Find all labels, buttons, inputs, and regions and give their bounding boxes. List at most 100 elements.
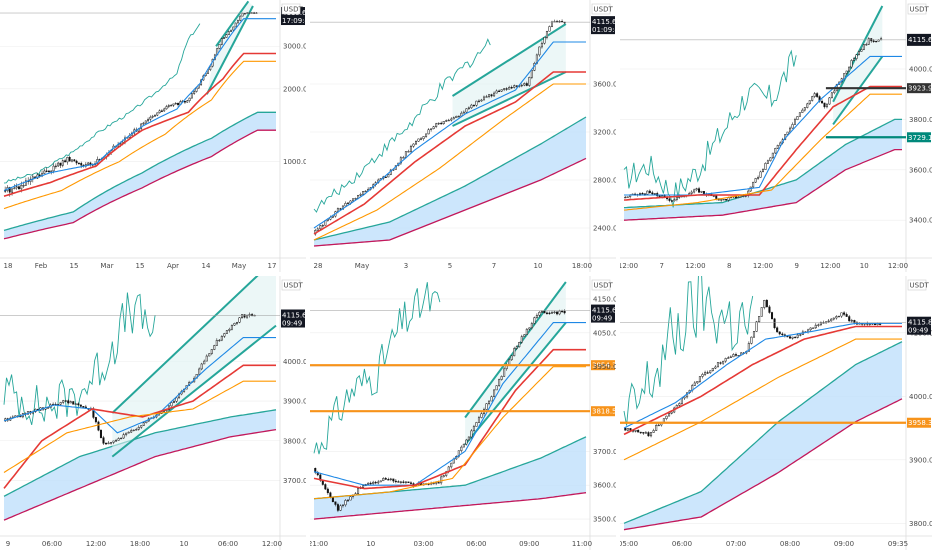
time-tick-label: 06:00 <box>218 540 238 548</box>
candle-body <box>550 312 554 314</box>
channel-fill <box>112 276 276 457</box>
candle-body <box>220 38 223 45</box>
candle-body <box>374 481 377 484</box>
candle-body <box>510 355 513 361</box>
candle-body <box>683 396 686 399</box>
candle-body <box>789 127 792 133</box>
candle-body <box>399 157 402 164</box>
candle-body <box>170 104 173 107</box>
candle-body <box>389 478 392 480</box>
candle-body <box>470 104 473 109</box>
ichimoku-cloud <box>314 436 586 520</box>
candle-body <box>776 145 779 149</box>
chart-panel-daily[interactable]: 1000.002000.003000.004115.6017:09:49USDT… <box>0 0 306 272</box>
time-tick-label: 03:00 <box>414 540 434 548</box>
candle-body <box>702 191 705 194</box>
candle-body <box>144 120 147 124</box>
sma-line <box>623 338 902 461</box>
candle-body <box>397 481 400 483</box>
channel-fill <box>833 6 883 125</box>
candle-body <box>384 478 387 480</box>
candle-body <box>832 317 835 320</box>
level-label: 3729.10 <box>908 134 932 142</box>
candle-body <box>778 331 781 335</box>
candle-body <box>754 178 757 183</box>
candle-body <box>764 163 767 170</box>
chikou-span <box>623 49 797 208</box>
chikou-span <box>3 23 201 184</box>
candle-body <box>799 334 802 336</box>
time-tick-label: 5 <box>448 262 452 270</box>
candle-body <box>843 312 846 315</box>
candle-body <box>796 116 799 120</box>
time-tick-label: 12:00 <box>86 540 106 548</box>
time-tick-label: 9 <box>795 262 799 270</box>
time-tick-label: 06:00 <box>42 540 62 548</box>
chart-panel-4h[interactable]: 2400.00 2800.00 3200.00 3600.00 4115.6001:09… <box>310 0 616 272</box>
chart-panel-5m[interactable]: 3958.383800.003900.004000.004100.004115.… <box>620 276 932 550</box>
chart-panel-30m[interactable]: 3700.00 3800.00 3900.00 4000.00 4115.6009:49… <box>0 276 306 550</box>
chart-panel-1h[interactable]: 3923.95 3729.10 3400.00 3600.00 3800.00 4000.… <box>620 0 932 272</box>
candle-body <box>184 100 186 103</box>
candle-body <box>326 488 329 494</box>
candle-body <box>817 324 820 326</box>
time-tick-label: 7 <box>660 262 664 270</box>
candle-body <box>213 345 216 350</box>
candle-body <box>771 152 774 159</box>
candle-body <box>457 450 460 457</box>
ichimoku-cloud <box>4 112 276 239</box>
candle-body <box>112 440 115 443</box>
price-tick-label: 3950.00 <box>593 363 616 371</box>
candle-body <box>72 401 75 405</box>
candle-body <box>500 376 503 380</box>
price-tick-label: 3000.00 <box>283 43 306 51</box>
candle-body <box>528 77 531 86</box>
candle-body <box>495 90 498 94</box>
candle-body <box>837 315 840 318</box>
candle-body <box>344 500 347 506</box>
candle-body <box>99 429 102 438</box>
time-tick-label: 10 <box>534 262 543 270</box>
candle-body <box>223 37 226 40</box>
candle-body <box>523 334 526 337</box>
candle-body <box>715 195 718 199</box>
time-tick-label: Feb <box>35 262 48 270</box>
candle-body <box>503 368 506 377</box>
candle-body <box>808 100 811 105</box>
candle-body <box>172 103 175 106</box>
candle-body <box>737 196 740 199</box>
candle-body <box>228 328 231 331</box>
candle-body <box>515 346 518 349</box>
candle-body <box>362 485 365 488</box>
candle-body <box>319 225 322 230</box>
candle-body <box>758 316 761 323</box>
candle-body <box>243 13 246 15</box>
candle-body <box>316 228 319 231</box>
candle-body <box>346 202 350 205</box>
candle-body <box>407 481 410 483</box>
candle-body <box>104 443 108 445</box>
candle-body <box>786 131 789 135</box>
candle-body <box>490 396 493 402</box>
sma-line <box>3 380 276 473</box>
candle-body <box>344 203 347 207</box>
candle-body <box>845 70 848 74</box>
level-label: 3958.38 <box>908 419 932 427</box>
candle-body <box>513 85 516 88</box>
candle-body <box>716 362 719 368</box>
candle-body <box>639 193 641 195</box>
candle-body <box>823 102 826 108</box>
candle-body <box>77 403 80 406</box>
time-tick-label: 12:00 <box>753 262 773 270</box>
candle-body <box>384 176 387 178</box>
candle-body <box>462 443 465 448</box>
chart-panel-15m[interactable]: 3954.39 3818.50 3700.00 3600.00 3500.00 3950.… <box>310 276 616 550</box>
candle-body <box>793 119 796 125</box>
chart-svg: 3923.95 3729.10 3400.00 3600.00 3800.00 4000.… <box>620 0 932 272</box>
candle-body <box>821 100 824 104</box>
price-tag-value: 4115.60 <box>282 311 306 319</box>
candle-body <box>704 372 707 375</box>
candle-body <box>806 103 809 108</box>
currency-label: USDT <box>910 282 930 290</box>
candle-body <box>404 151 407 158</box>
